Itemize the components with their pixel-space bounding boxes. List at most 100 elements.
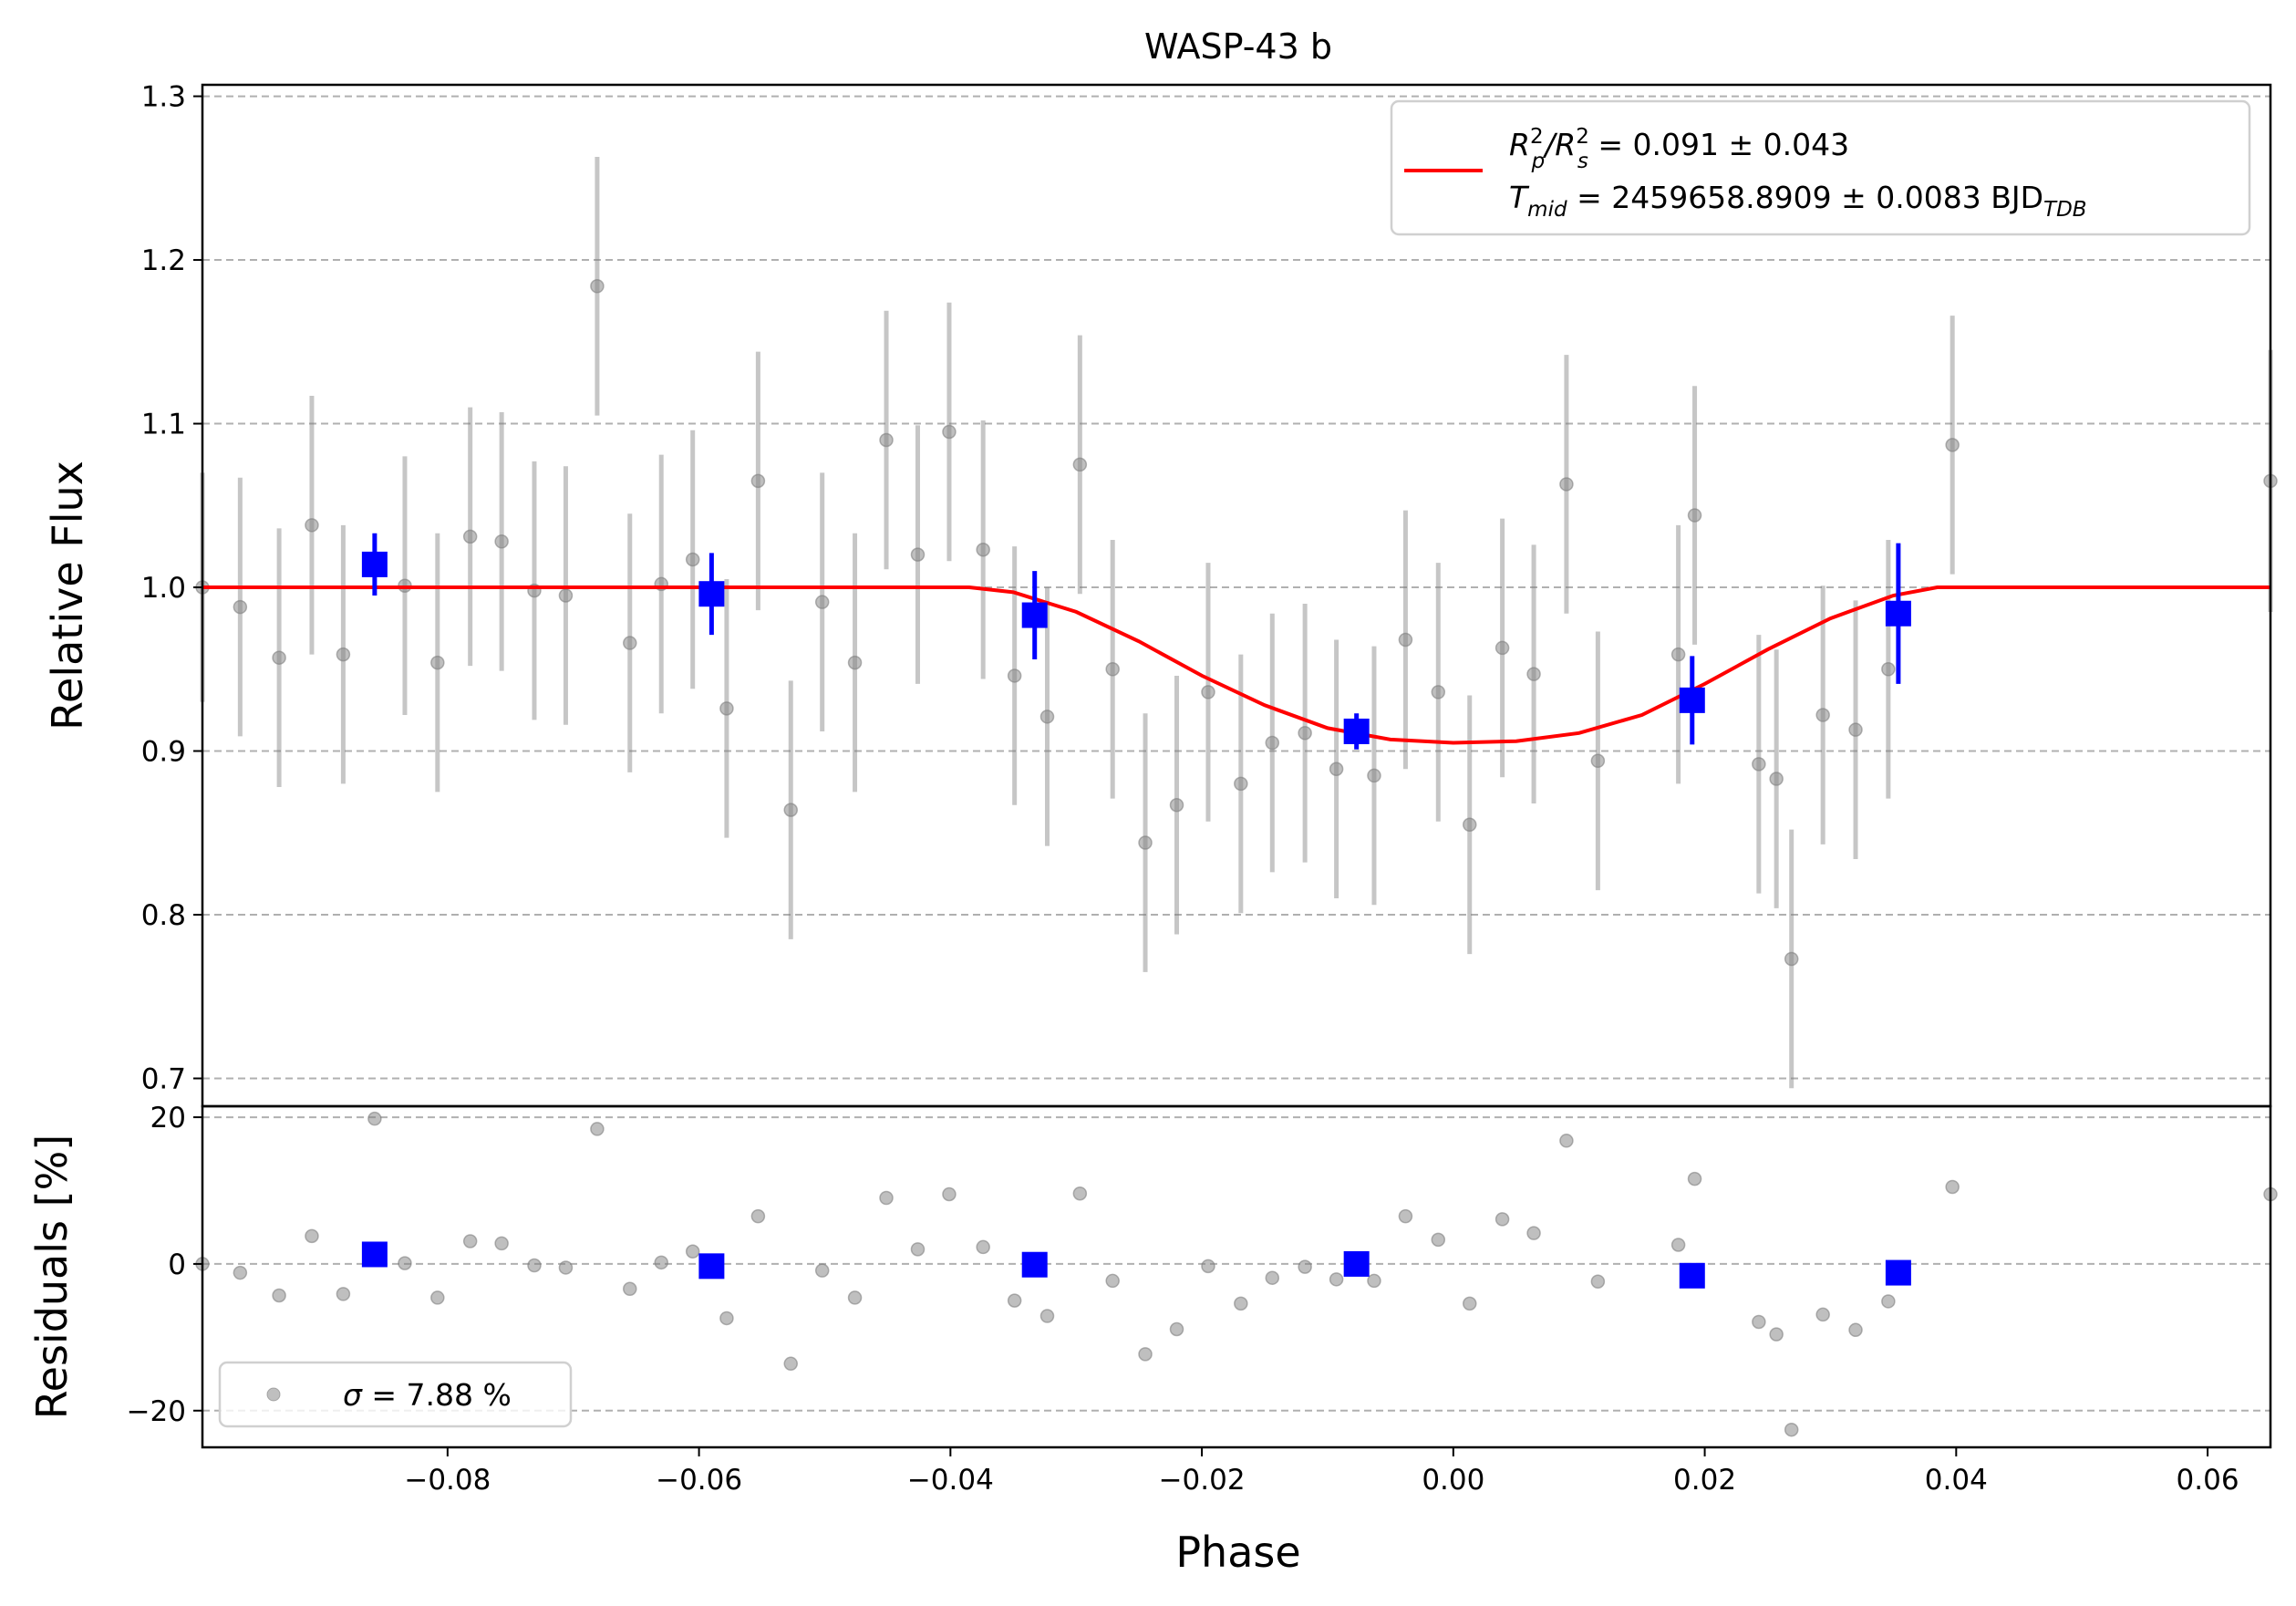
residual-binned-point: [1885, 1259, 1911, 1286]
flux-raw-point: [942, 424, 957, 440]
residual-raw-point: [1072, 1186, 1088, 1201]
flux-raw-point: [750, 473, 766, 489]
flux-raw-point: [558, 588, 574, 603]
flux-raw-point: [1494, 640, 1510, 656]
x-axis-label: Phase: [1175, 1528, 1300, 1577]
flux-panel: 0.7 0.8 0.9 1.0 1.1 1.2 1.3 Relative Flux R2 p/…: [43, 81, 2278, 1108]
residual-binned-points: [361, 1241, 1911, 1289]
legend-residual-marker: [266, 1387, 281, 1402]
flux-raw-point: [1881, 662, 1896, 677]
flux-raw-point: [430, 655, 445, 670]
flux-y-tick-label: 1.3: [141, 81, 186, 114]
flux-raw-point: [1329, 762, 1344, 777]
flux-y-axis-label: Relative Flux: [43, 461, 92, 730]
residual-raw-point: [1559, 1134, 1574, 1148]
flux-y-tick-label: 1.2: [141, 244, 186, 277]
residual-raw-point: [1590, 1274, 1606, 1289]
flux-raw-point: [590, 279, 605, 294]
flux-raw-point: [336, 647, 351, 662]
x-tick-label: 0.00: [1422, 1464, 1484, 1497]
residual-raw-points: [195, 1111, 2278, 1437]
x-tick-label: −0.08: [404, 1464, 491, 1497]
flux-raw-point: [1670, 647, 1686, 662]
residual-panel-frame: [201, 1104, 2272, 1449]
residual-raw-point: [1007, 1293, 1022, 1308]
x-tick-label: 0.04: [1925, 1464, 1988, 1497]
residual-raw-point: [462, 1234, 478, 1249]
residual-raw-point: [1398, 1208, 1413, 1224]
residual-raw-point: [685, 1244, 700, 1259]
residual-raw-point: [1815, 1307, 1830, 1322]
residual-panel: 20 0 −20 Residuals [%] σ = 7.88 %: [27, 1102, 2278, 1449]
flux-raw-point: [1848, 722, 1863, 737]
flux-raw-point: [494, 534, 509, 549]
x-axis-ticks: −0.08 −0.06 −0.04 −0.02 0.00 0.02 0.04 0.06: [404, 1447, 2239, 1497]
flux-raw-point: [719, 701, 734, 716]
residual-raw-point: [233, 1265, 248, 1280]
flux-y-tick-label: 0.9: [141, 736, 186, 769]
residual-raw-point: [1526, 1226, 1541, 1240]
residual-raw-point: [1945, 1179, 1960, 1195]
flux-y-ticks: 0.7 0.8 0.9 1.0 1.1 1.2 1.3: [141, 81, 202, 1095]
residual-raw-point: [814, 1263, 830, 1278]
x-tick-label: 0.06: [2177, 1464, 2239, 1497]
residual-raw-point: [494, 1236, 509, 1251]
residual-raw-point: [272, 1288, 286, 1303]
residual-raw-point: [879, 1190, 894, 1206]
residual-raw-point: [1298, 1259, 1312, 1274]
flux-raw-point: [462, 529, 478, 544]
flux-raw-point: [685, 552, 700, 567]
residual-raw-point: [1687, 1171, 1702, 1186]
residual-raw-point: [1367, 1273, 1381, 1289]
flux-raw-point: [1105, 662, 1120, 677]
flux-binned-point: [1679, 687, 1705, 713]
flux-raw-point: [814, 595, 830, 609]
residual-legend-box: [218, 1361, 573, 1428]
flux-y-tick-label: 0.8: [141, 899, 186, 932]
flux-raw-point: [910, 547, 926, 562]
residual-raw-point: [1138, 1347, 1153, 1362]
flux-raw-point: [1769, 772, 1784, 786]
residual-raw-point: [1201, 1259, 1215, 1274]
residual-raw-point: [1784, 1422, 1799, 1437]
legend-depth-entry: R2 p/R2 s = 0.091 ± 0.043: [1509, 125, 1849, 173]
residual-raw-point: [1431, 1232, 1446, 1248]
residual-raw-point: [430, 1290, 445, 1305]
flux-raw-point: [1752, 757, 1766, 772]
residual-raw-point: [527, 1258, 542, 1273]
flux-raw-point: [1169, 797, 1184, 813]
residual-binned-point: [361, 1241, 388, 1268]
residual-raw-point: [558, 1260, 574, 1275]
residual-raw-point: [1039, 1309, 1055, 1323]
flux-raw-point: [1072, 457, 1088, 472]
flux-raw-point: [1367, 768, 1381, 783]
residual-raw-point: [1670, 1238, 1686, 1252]
flux-raw-point: [1039, 710, 1055, 724]
x-tick-label: 0.02: [1673, 1464, 1736, 1497]
flux-raw-point: [1138, 835, 1153, 850]
flux-raw-point: [1298, 726, 1312, 741]
residual-raw-point: [847, 1290, 863, 1305]
residual-y-tick-label: −20: [127, 1395, 186, 1428]
residual-raw-point: [750, 1208, 766, 1224]
residual-binned-point: [1343, 1250, 1370, 1277]
flux-raw-point: [1234, 776, 1248, 792]
residual-y-ticks: 20 0 −20: [127, 1102, 202, 1428]
residual-binned-point: [1021, 1251, 1048, 1278]
flux-raw-point: [1815, 708, 1830, 722]
residual-raw-point: [1234, 1296, 1248, 1311]
residual-y-tick-label: 0: [168, 1249, 186, 1281]
flux-raw-point: [1784, 951, 1799, 967]
flux-raw-point: [272, 650, 286, 665]
residual-binned-point: [698, 1253, 725, 1280]
residual-raw-point: [1752, 1314, 1766, 1330]
residual-binned-point: [1679, 1262, 1705, 1289]
flux-raw-point: [623, 636, 637, 650]
flux-raw-point: [976, 542, 990, 557]
residual-legend: σ = 7.88 %: [218, 1361, 573, 1428]
flux-legend: R2 p/R2 s = 0.091 ± 0.043 Tmid = 2459658.8…: [1390, 99, 2251, 236]
residual-raw-point: [1169, 1321, 1184, 1337]
residual-raw-point: [654, 1255, 668, 1270]
legend-tmid-entry: Tmid = 2459658.8909 ± 0.0083 BJDTDB: [1509, 180, 2087, 222]
